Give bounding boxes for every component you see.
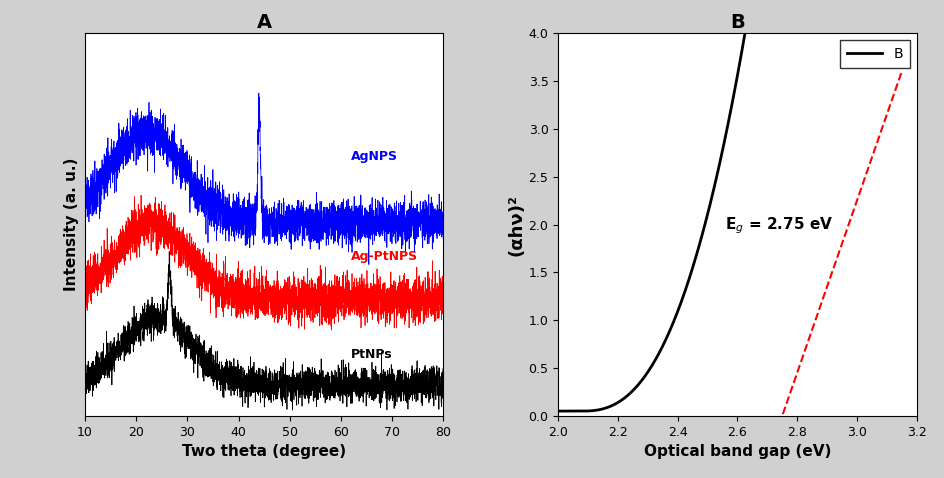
Text: E$_g$ = 2.75 eV: E$_g$ = 2.75 eV (725, 216, 833, 236)
Legend: B: B (839, 41, 909, 68)
Title: A: A (257, 13, 272, 32)
Title: B: B (730, 13, 744, 32)
X-axis label: Optical band gap (eV): Optical band gap (eV) (643, 444, 830, 459)
X-axis label: Two theta (degree): Two theta (degree) (182, 444, 346, 459)
Text: Ag-PtNPS: Ag-PtNPS (351, 250, 418, 263)
Y-axis label: Intensity (a. u.): Intensity (a. u.) (64, 158, 79, 292)
Y-axis label: (αhν)²: (αhν)² (507, 194, 525, 256)
Text: PtNPs: PtNPs (351, 348, 393, 361)
Text: AgNPS: AgNPS (351, 150, 398, 163)
